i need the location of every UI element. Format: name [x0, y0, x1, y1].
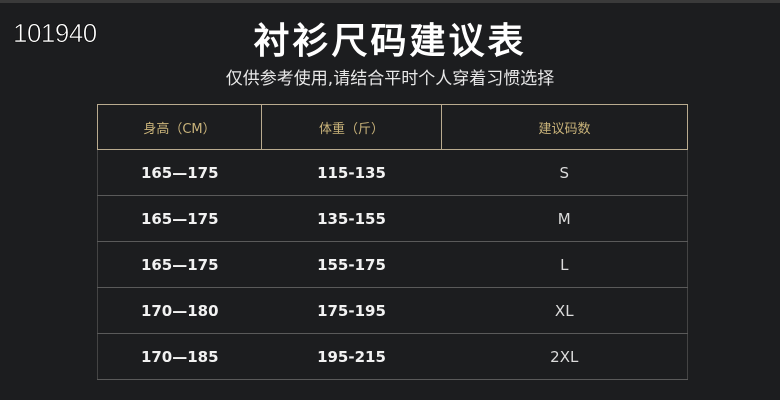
header-size: 建议码数 — [441, 104, 688, 150]
table-row: 165—175 115-135 S — [97, 149, 688, 196]
weight-cell: 175-195 — [261, 287, 442, 334]
height-cell: 165—175 — [97, 149, 262, 196]
height-cell: 165—175 — [97, 195, 262, 242]
size-cell: M — [441, 195, 688, 242]
overlay-number: 101940 — [13, 18, 98, 49]
table-row: 165—175 155-175 L — [97, 241, 688, 288]
size-cell: L — [441, 241, 688, 288]
size-table: 身高（CM） 体重（斤） 建议码数 165—175 115-135 S 165—175… — [97, 104, 688, 380]
height-cell: 170—180 — [97, 287, 262, 334]
table-row: 170—180 175-195 XL — [97, 287, 688, 334]
height-cell: 165—175 — [97, 241, 262, 288]
page-title: 衬衫尺码建议表 — [253, 21, 527, 62]
weight-cell: 195-215 — [261, 333, 442, 380]
page-subtitle: 仅供参考使用,请结合平时个人穿着习惯选择 — [225, 69, 555, 89]
weight-cell: 155-175 — [261, 241, 442, 288]
table-row: 165—175 135-155 M — [97, 195, 688, 242]
table-row: 170—185 195-215 2XL — [97, 333, 688, 380]
weight-cell: 135-155 — [261, 195, 442, 242]
height-cell: 170—185 — [97, 333, 262, 380]
top-border — [0, 0, 780, 3]
size-cell: 2XL — [441, 333, 688, 380]
header-weight: 体重（斤） — [261, 104, 442, 150]
size-cell: XL — [441, 287, 688, 334]
weight-cell: 115-135 — [261, 149, 442, 196]
size-cell: S — [441, 149, 688, 196]
table-header-row: 身高（CM） 体重（斤） 建议码数 — [97, 104, 688, 150]
header-height: 身高（CM） — [97, 104, 262, 150]
